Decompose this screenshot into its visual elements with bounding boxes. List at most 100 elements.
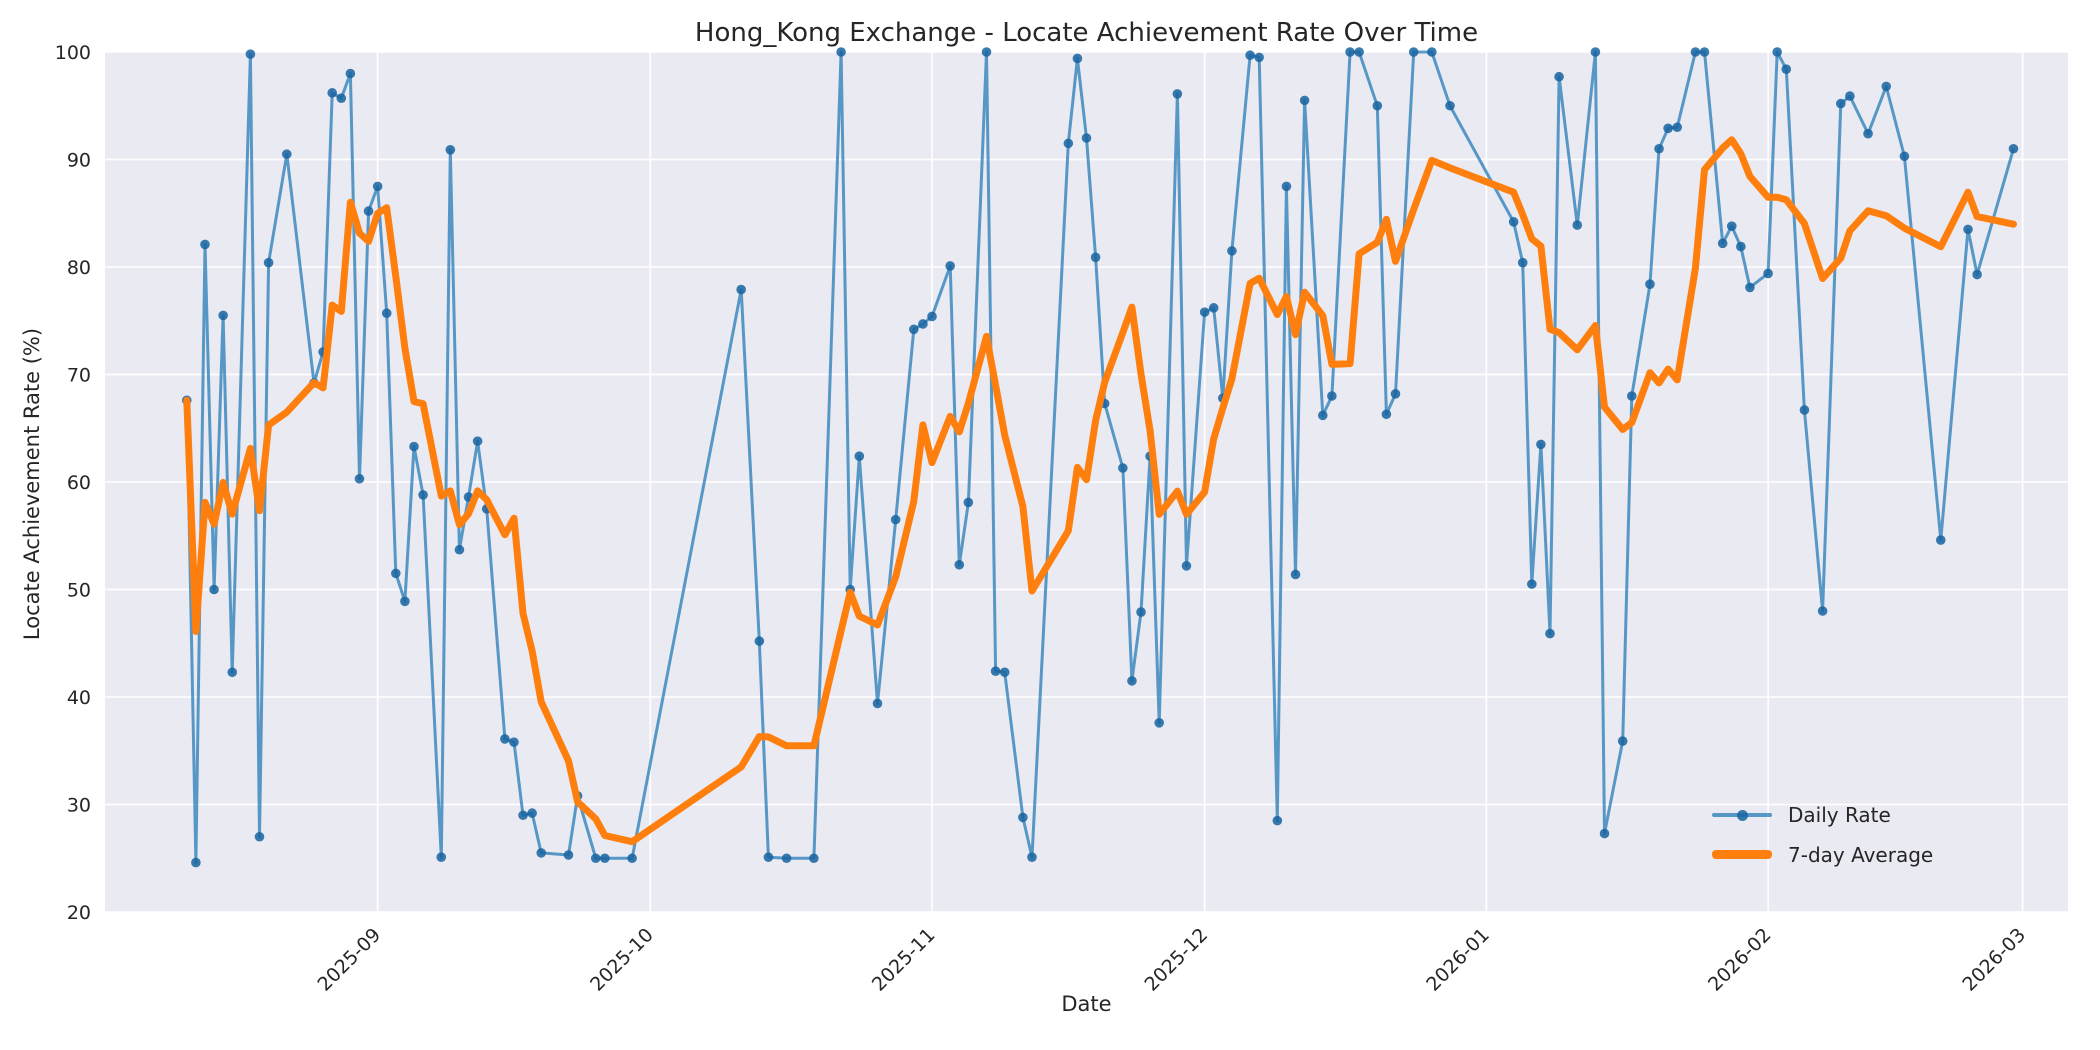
data-point-marker <box>836 47 846 57</box>
data-point-marker <box>999 667 1010 678</box>
series-7day-average <box>183 136 2017 846</box>
data-point-marker <box>1081 133 1092 143</box>
data-point-marker <box>1554 71 1564 82</box>
y-tick-label: 50 <box>67 580 91 602</box>
data-point-marker <box>1427 47 1437 57</box>
data-point-marker <box>1572 220 1583 230</box>
data-point-marker <box>263 257 274 268</box>
data-point-marker <box>1881 81 1892 92</box>
data-point-marker <box>1354 47 1364 57</box>
data-point-marker <box>254 831 265 842</box>
data-point-marker <box>1290 569 1301 580</box>
data-point-marker <box>1972 269 1982 280</box>
y-tick-label: 30 <box>67 795 91 817</box>
data-point-marker <box>927 311 937 322</box>
x-tick-label: 2025-12 <box>1140 924 1212 996</box>
y-axis-label: Locate Achievement Rate (%) <box>20 327 44 641</box>
data-point-marker <box>781 853 792 864</box>
data-point-marker <box>1717 238 1728 249</box>
x-tick-label: 2025-11 <box>868 924 940 996</box>
data-point-marker <box>627 853 637 864</box>
data-point-marker <box>1845 91 1855 101</box>
data-point-marker <box>1799 405 1810 415</box>
data-point-marker <box>872 698 883 709</box>
data-point-marker <box>209 584 219 595</box>
data-point-marker <box>1172 89 1183 99</box>
data-point-marker <box>1090 252 1101 263</box>
data-point-marker <box>1690 47 1701 57</box>
data-point-marker <box>1899 151 1910 162</box>
x-axis-label: Date <box>1061 992 1112 1016</box>
data-point-marker <box>1599 828 1610 839</box>
data-point-marker <box>1545 628 1555 639</box>
data-point-marker <box>1118 463 1128 473</box>
data-point-marker <box>1199 307 1210 317</box>
data-point-marker <box>1663 123 1673 134</box>
data-point-marker <box>336 93 347 104</box>
data-point-marker <box>1445 100 1455 111</box>
data-point-marker <box>227 667 238 678</box>
data-point-marker <box>1390 389 1401 399</box>
data-point-marker <box>1227 246 1237 256</box>
data-point-marker <box>1536 439 1546 450</box>
data-point-marker <box>1408 47 1419 57</box>
y-tick-label: 80 <box>67 257 91 279</box>
data-point-marker <box>1527 579 1537 589</box>
data-point-marker <box>1508 217 1519 227</box>
data-point-marker <box>1254 52 1264 63</box>
data-point-marker <box>200 239 210 250</box>
data-point-marker <box>1763 268 1773 279</box>
data-point-marker <box>536 848 547 858</box>
data-point-marker <box>372 181 383 192</box>
y-tick-label: 60 <box>67 472 91 494</box>
data-point-marker <box>245 49 256 59</box>
data-point-marker <box>418 490 428 500</box>
data-point-marker <box>1063 138 1074 149</box>
data-point-marker <box>518 810 528 821</box>
data-point-marker <box>990 666 1001 676</box>
data-point-marker <box>954 559 965 570</box>
chart-title: Hong_Kong Exchange - Locate Achievement … <box>694 18 1479 48</box>
y-tick-label: 90 <box>67 150 91 172</box>
data-point-marker <box>1745 282 1755 293</box>
data-point-marker <box>1272 815 1283 826</box>
data-point-marker <box>918 319 928 329</box>
data-point-marker <box>1327 391 1337 401</box>
data-point-marker <box>1645 279 1655 290</box>
data-point-marker <box>281 149 292 159</box>
data-point-marker <box>1299 95 1310 106</box>
y-tick-label: 100 <box>55 42 91 64</box>
data-point-marker <box>763 852 774 862</box>
data-point-marker <box>472 436 483 446</box>
data-point-marker <box>1699 47 1710 57</box>
data-point-marker <box>945 261 955 271</box>
data-point-marker <box>563 850 574 860</box>
data-point-marker <box>890 514 901 525</box>
data-point-marker <box>854 451 865 462</box>
data-point-marker <box>736 284 746 295</box>
data-point-marker <box>363 206 374 216</box>
data-point-marker <box>1726 221 1737 231</box>
data-point-marker <box>1781 64 1792 74</box>
data-point-marker <box>1181 561 1192 571</box>
series-daily-rate <box>181 47 2019 868</box>
data-point-marker <box>445 145 456 155</box>
y-tick-label: 20 <box>67 902 91 924</box>
data-point-marker <box>1127 676 1137 686</box>
data-point-marker <box>509 737 519 747</box>
data-point-marker <box>1381 409 1392 420</box>
data-point-marker <box>381 308 392 319</box>
x-tick-label: 2026-03 <box>1958 924 2030 996</box>
data-point-marker <box>590 853 601 864</box>
data-point-marker <box>963 497 974 508</box>
data-point-marker <box>600 853 610 864</box>
data-point-marker <box>327 88 337 98</box>
data-point-marker <box>500 734 510 744</box>
daily-rate-line-marker-icon <box>1712 800 1772 830</box>
data-point-marker <box>1517 257 1528 268</box>
data-point-marker <box>354 473 365 484</box>
data-point-marker <box>400 596 410 607</box>
average-line-icon <box>1712 840 1772 870</box>
data-point-marker <box>1154 718 1165 728</box>
